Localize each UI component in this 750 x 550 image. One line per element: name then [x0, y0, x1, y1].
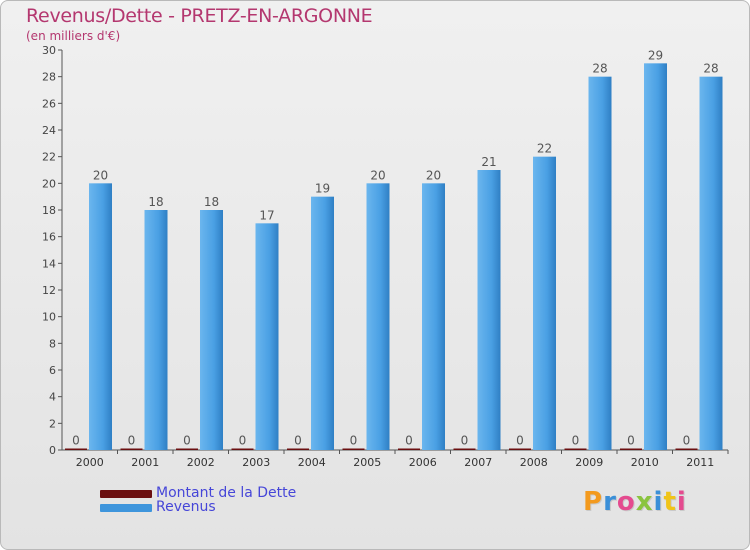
y-tick-label: 16: [42, 231, 56, 244]
debt-bar: [675, 448, 698, 450]
revenue-value-label: 18: [148, 195, 163, 209]
chart-subtitle: (en milliers d'€): [26, 29, 121, 43]
debt-value-label: 0: [239, 434, 247, 448]
logo-letter: i: [653, 487, 664, 517]
revenue-bar: [699, 76, 723, 451]
legend-swatch-debt: [100, 490, 152, 498]
legend-label-revenue: Revenus: [156, 499, 216, 515]
revenue-value-label: 20: [93, 168, 108, 182]
y-tick-label: 14: [42, 257, 56, 270]
y-tick-label: 2: [49, 417, 56, 430]
debt-value-label: 0: [72, 434, 80, 448]
debt-bar: [564, 448, 587, 450]
y-tick-label: 18: [42, 204, 56, 217]
debt-bar: [509, 448, 531, 450]
revenue-bar: [533, 156, 556, 450]
revenue-value-label: 28: [592, 62, 607, 76]
plot-area: 0246810121416182022242628300202000018200…: [42, 44, 729, 469]
revenue-bar: [644, 63, 667, 450]
revenue-bar: [311, 196, 334, 450]
revenue-bar: [200, 210, 223, 450]
revenue-bar: [366, 183, 390, 451]
x-tick-label: 2011: [686, 456, 714, 469]
x-tick-label: 2004: [298, 456, 326, 469]
revenue-value-label: 20: [370, 168, 385, 182]
y-tick-label: 26: [42, 97, 56, 110]
y-tick-label: 24: [42, 124, 56, 137]
revenue-value-label: 21: [481, 155, 496, 169]
debt-value-label: 0: [683, 434, 691, 448]
logo-letter: P: [583, 487, 604, 517]
revenue-bar: [255, 223, 279, 450]
revenue-bar: [477, 170, 501, 450]
debt-bar: [620, 448, 642, 450]
x-tick-label: 2000: [76, 456, 104, 469]
x-tick-label: 2002: [187, 456, 215, 469]
revenue-value-label: 29: [648, 48, 663, 62]
debt-bar: [398, 448, 420, 450]
y-tick-label: 28: [42, 71, 56, 84]
y-tick-label: 0: [49, 444, 56, 457]
logo-letter: x: [635, 487, 654, 517]
x-tick-label: 2005: [353, 456, 381, 469]
revenue-bar: [89, 183, 112, 451]
debt-bar: [176, 448, 198, 450]
revenue-value-label: 22: [537, 142, 552, 156]
debt-value-label: 0: [294, 434, 302, 448]
debt-value-label: 0: [128, 434, 136, 448]
debt-bar: [231, 448, 254, 450]
legend-label-debt: Montant de la Dette: [156, 485, 297, 501]
revenue-bar: [144, 210, 168, 450]
revenue-value-label: 28: [703, 62, 718, 76]
x-tick-label: 2006: [409, 456, 437, 469]
debt-bar: [120, 448, 143, 450]
y-tick-label: 4: [49, 391, 56, 404]
x-tick-label: 2008: [520, 456, 548, 469]
revenue-value-label: 20: [426, 168, 441, 182]
logo-letter: i: [676, 487, 687, 517]
x-tick-label: 2001: [131, 456, 159, 469]
y-tick-label: 8: [49, 337, 56, 350]
y-tick-label: 22: [42, 151, 56, 164]
proxiti-logo: Proxiti: [583, 487, 687, 517]
debt-value-label: 0: [516, 434, 524, 448]
x-tick-label: 2007: [464, 456, 492, 469]
logo-letter: o: [616, 487, 636, 517]
chart-title: Revenus/Dette - PRETZ-EN-ARGONNE: [26, 5, 373, 27]
y-tick-label: 10: [42, 311, 56, 324]
revenue-bar: [588, 76, 612, 451]
debt-value-label: 0: [461, 434, 469, 448]
y-tick-label: 30: [42, 44, 56, 57]
revenue-value-label: 18: [204, 195, 219, 209]
revenue-bar: [422, 183, 445, 451]
legend-swatch-revenue: [100, 504, 152, 512]
y-tick-label: 6: [49, 364, 56, 377]
y-tick-label: 20: [42, 177, 56, 190]
debt-value-label: 0: [183, 434, 191, 448]
x-tick-label: 2009: [575, 456, 603, 469]
logo-letter: t: [663, 487, 677, 517]
debt-value-label: 0: [405, 434, 413, 448]
debt-bar: [65, 448, 87, 450]
debt-value-label: 0: [350, 434, 358, 448]
debt-bar: [287, 448, 309, 450]
revenue-value-label: 17: [259, 208, 274, 222]
debt-bar: [342, 448, 365, 450]
x-tick-label: 2003: [242, 456, 270, 469]
revenue-value-label: 19: [315, 182, 330, 196]
debt-value-label: 0: [572, 434, 580, 448]
x-tick-label: 2010: [631, 456, 659, 469]
logo-letter: r: [603, 487, 617, 517]
debt-bar: [453, 448, 476, 450]
debt-value-label: 0: [627, 434, 635, 448]
y-tick-label: 12: [42, 284, 56, 297]
